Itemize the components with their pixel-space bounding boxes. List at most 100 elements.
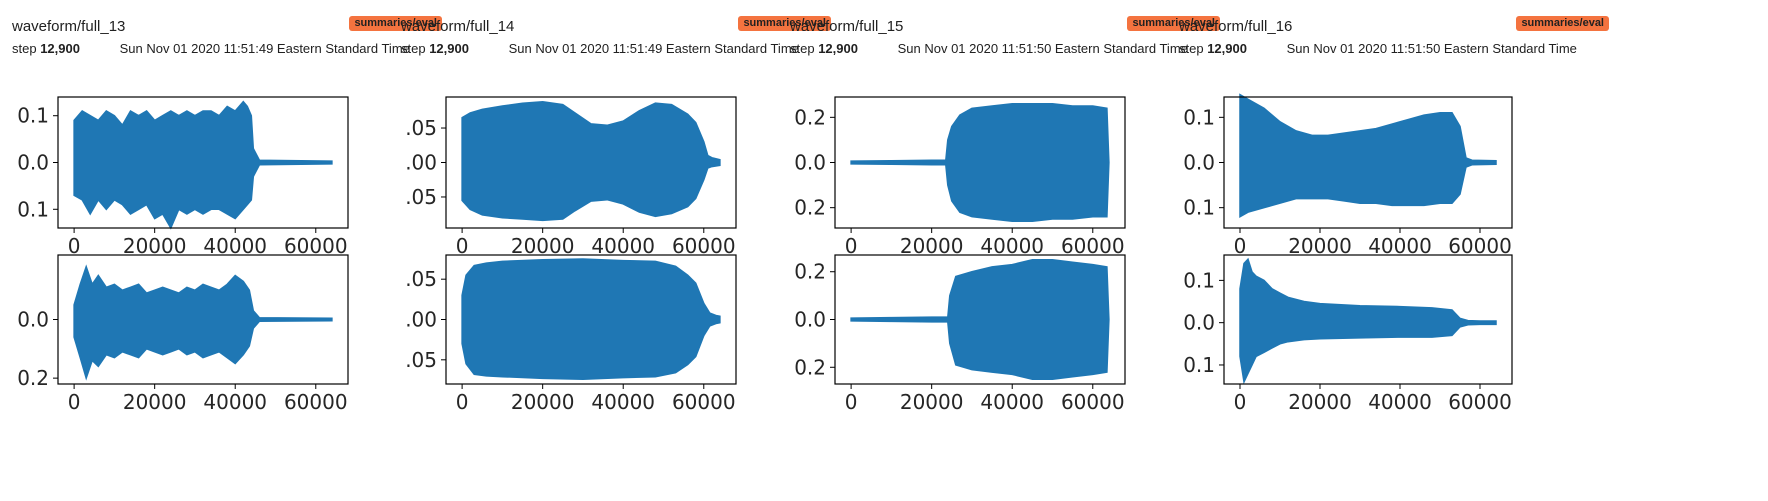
y-tick-label: 0.2 bbox=[794, 355, 826, 379]
step-label: step bbox=[401, 41, 426, 56]
x-tick-label: 60000 bbox=[284, 234, 348, 258]
x-tick-label: 0 bbox=[68, 390, 81, 414]
waveform-axes: 0 20000 40000 60000 0.1 0.0 0.1 bbox=[1183, 254, 1513, 414]
step-label: step bbox=[790, 41, 815, 56]
x-tick-label: 60000 bbox=[672, 234, 736, 258]
y-tick-label: 0.2 bbox=[17, 366, 49, 390]
y-tick-label: 0.0 bbox=[1183, 151, 1215, 175]
card-meta: step 12,900 Sun Nov 01 2020 11:51:49 Eas… bbox=[12, 41, 410, 56]
run-tag-badge[interactable]: summaries/eval bbox=[738, 16, 831, 31]
waveform-axes: 0 20000 40000 60000 0.1 0.0 0.1 bbox=[17, 96, 349, 258]
scalar-card: waveform/full_14 summaries/eval step 12,… bbox=[389, 0, 831, 501]
waveform-series bbox=[461, 258, 721, 380]
x-tick-label: 60000 bbox=[1448, 390, 1512, 414]
y-tick-label: 0.0 bbox=[1183, 311, 1215, 335]
scalar-card: waveform/full_15 summaries/eval step 12,… bbox=[778, 0, 1220, 501]
run-tag-badge[interactable]: summaries/eval bbox=[349, 16, 442, 31]
y-tick-label: 0.2 bbox=[794, 196, 826, 220]
x-tick-label: 0 bbox=[1234, 390, 1247, 414]
x-tick-label: 20000 bbox=[1288, 390, 1352, 414]
step-value: 12,900 bbox=[40, 41, 80, 56]
card-title: waveform/full_13 bbox=[12, 18, 126, 35]
waveform-axes: 0 20000 40000 60000 .05 .00 .05 bbox=[405, 96, 737, 258]
waveform-axes: 0 20000 40000 60000 .05 .00 .05 bbox=[405, 254, 737, 414]
waveform-axes: 0 20000 40000 60000 0.2 0.0 0.2 bbox=[794, 254, 1126, 414]
x-tick-label: 60000 bbox=[1061, 390, 1125, 414]
step-value: 12,900 bbox=[1207, 41, 1247, 56]
x-tick-label: 60000 bbox=[1061, 234, 1125, 258]
timestamp: Sun Nov 01 2020 11:51:49 Eastern Standar… bbox=[119, 41, 410, 56]
step-value: 12,900 bbox=[429, 41, 469, 56]
step-label: step bbox=[1179, 41, 1204, 56]
y-tick-label: 0.2 bbox=[794, 260, 826, 284]
y-tick-label: 0.1 bbox=[17, 104, 49, 128]
y-tick-label: 0.0 bbox=[17, 308, 49, 332]
step-label: step bbox=[12, 41, 37, 56]
y-tick-label: 0.1 bbox=[1183, 105, 1215, 129]
axes-frame bbox=[1223, 254, 1513, 385]
y-tick-label: .00 bbox=[405, 151, 437, 175]
card-title: waveform/full_15 bbox=[790, 18, 904, 35]
y-tick-label: .05 bbox=[405, 116, 437, 140]
x-tick-label: 40000 bbox=[1368, 390, 1432, 414]
card-title: waveform/full_16 bbox=[1179, 18, 1293, 35]
y-tick-label: .05 bbox=[405, 185, 437, 209]
y-tick-label: .05 bbox=[405, 267, 437, 291]
waveform-series bbox=[73, 264, 333, 381]
x-tick-label: 60000 bbox=[1448, 234, 1512, 258]
y-tick-label: 0.0 bbox=[794, 151, 826, 175]
x-tick-label: 60000 bbox=[672, 390, 736, 414]
x-tick-label: 20000 bbox=[511, 390, 575, 414]
card-meta: step 12,900 Sun Nov 01 2020 11:51:49 Eas… bbox=[401, 41, 799, 56]
x-tick-label: 40000 bbox=[591, 234, 655, 258]
x-tick-label: 0 bbox=[456, 390, 469, 414]
x-tick-label: 60000 bbox=[284, 390, 348, 414]
waveform-axes: 0 20000 40000 60000 0.1 0.0 0.1 bbox=[1183, 93, 1513, 258]
x-tick-label: 20000 bbox=[511, 234, 575, 258]
scalar-card: waveform/full_16 summaries/eval step 12,… bbox=[1167, 0, 1609, 501]
y-tick-label: 0.1 bbox=[1183, 196, 1215, 220]
scalar-card: waveform/full_13 summaries/eval step 12,… bbox=[0, 0, 442, 501]
x-tick-label: 0 bbox=[1234, 234, 1247, 258]
x-tick-label: 40000 bbox=[1368, 234, 1432, 258]
x-tick-label: 40000 bbox=[203, 390, 267, 414]
x-tick-label: 20000 bbox=[900, 234, 964, 258]
y-tick-label: .00 bbox=[405, 308, 437, 332]
y-tick-label: 0.1 bbox=[1183, 353, 1215, 377]
x-tick-label: 20000 bbox=[900, 390, 964, 414]
run-tag-badge[interactable]: summaries/eval bbox=[1127, 16, 1220, 31]
x-tick-label: 40000 bbox=[591, 390, 655, 414]
step-value: 12,900 bbox=[818, 41, 858, 56]
card-meta: step 12,900 Sun Nov 01 2020 11:51:50 Eas… bbox=[790, 41, 1188, 56]
x-tick-label: 0 bbox=[456, 234, 469, 258]
y-tick-label: 0.2 bbox=[794, 105, 826, 129]
y-tick-label: 0.1 bbox=[1183, 268, 1215, 292]
x-tick-label: 0 bbox=[845, 390, 858, 414]
waveform-series bbox=[73, 100, 333, 230]
waveform-axes: 0 20000 40000 60000 0.2 0.0 bbox=[17, 254, 349, 414]
timestamp: Sun Nov 01 2020 11:51:49 Eastern Standar… bbox=[508, 41, 799, 56]
x-tick-label: 40000 bbox=[203, 234, 267, 258]
x-tick-label: 40000 bbox=[980, 234, 1044, 258]
x-tick-label: 20000 bbox=[1288, 234, 1352, 258]
y-tick-label: 0.0 bbox=[17, 151, 49, 175]
waveform-plots: 0 20000 40000 60000 0.1 0.0 0.1 0 20000 40000 6000… bbox=[17, 93, 1513, 414]
card-meta: step 12,900 Sun Nov 01 2020 11:51:50 Eas… bbox=[1179, 41, 1577, 56]
y-tick-label: .05 bbox=[405, 348, 437, 372]
waveform-series bbox=[1239, 257, 1497, 385]
timestamp: Sun Nov 01 2020 11:51:50 Eastern Standar… bbox=[1286, 41, 1577, 56]
y-tick-label: 0.0 bbox=[794, 308, 826, 332]
y-tick-label: 0.1 bbox=[17, 197, 49, 221]
card-title: waveform/full_14 bbox=[401, 18, 515, 35]
x-tick-label: 0 bbox=[68, 234, 81, 258]
waveform-series bbox=[461, 101, 721, 222]
x-tick-label: 20000 bbox=[123, 234, 187, 258]
waveform-series bbox=[850, 103, 1110, 222]
waveform-series bbox=[1239, 93, 1497, 218]
run-tag-badge[interactable]: summaries/eval bbox=[1516, 16, 1609, 31]
x-tick-label: 40000 bbox=[980, 390, 1044, 414]
x-tick-label: 20000 bbox=[123, 390, 187, 414]
waveform-series bbox=[850, 259, 1110, 380]
waveform-axes: 0 20000 40000 60000 0.2 0.0 0.2 bbox=[794, 96, 1126, 258]
x-tick-label: 0 bbox=[845, 234, 858, 258]
